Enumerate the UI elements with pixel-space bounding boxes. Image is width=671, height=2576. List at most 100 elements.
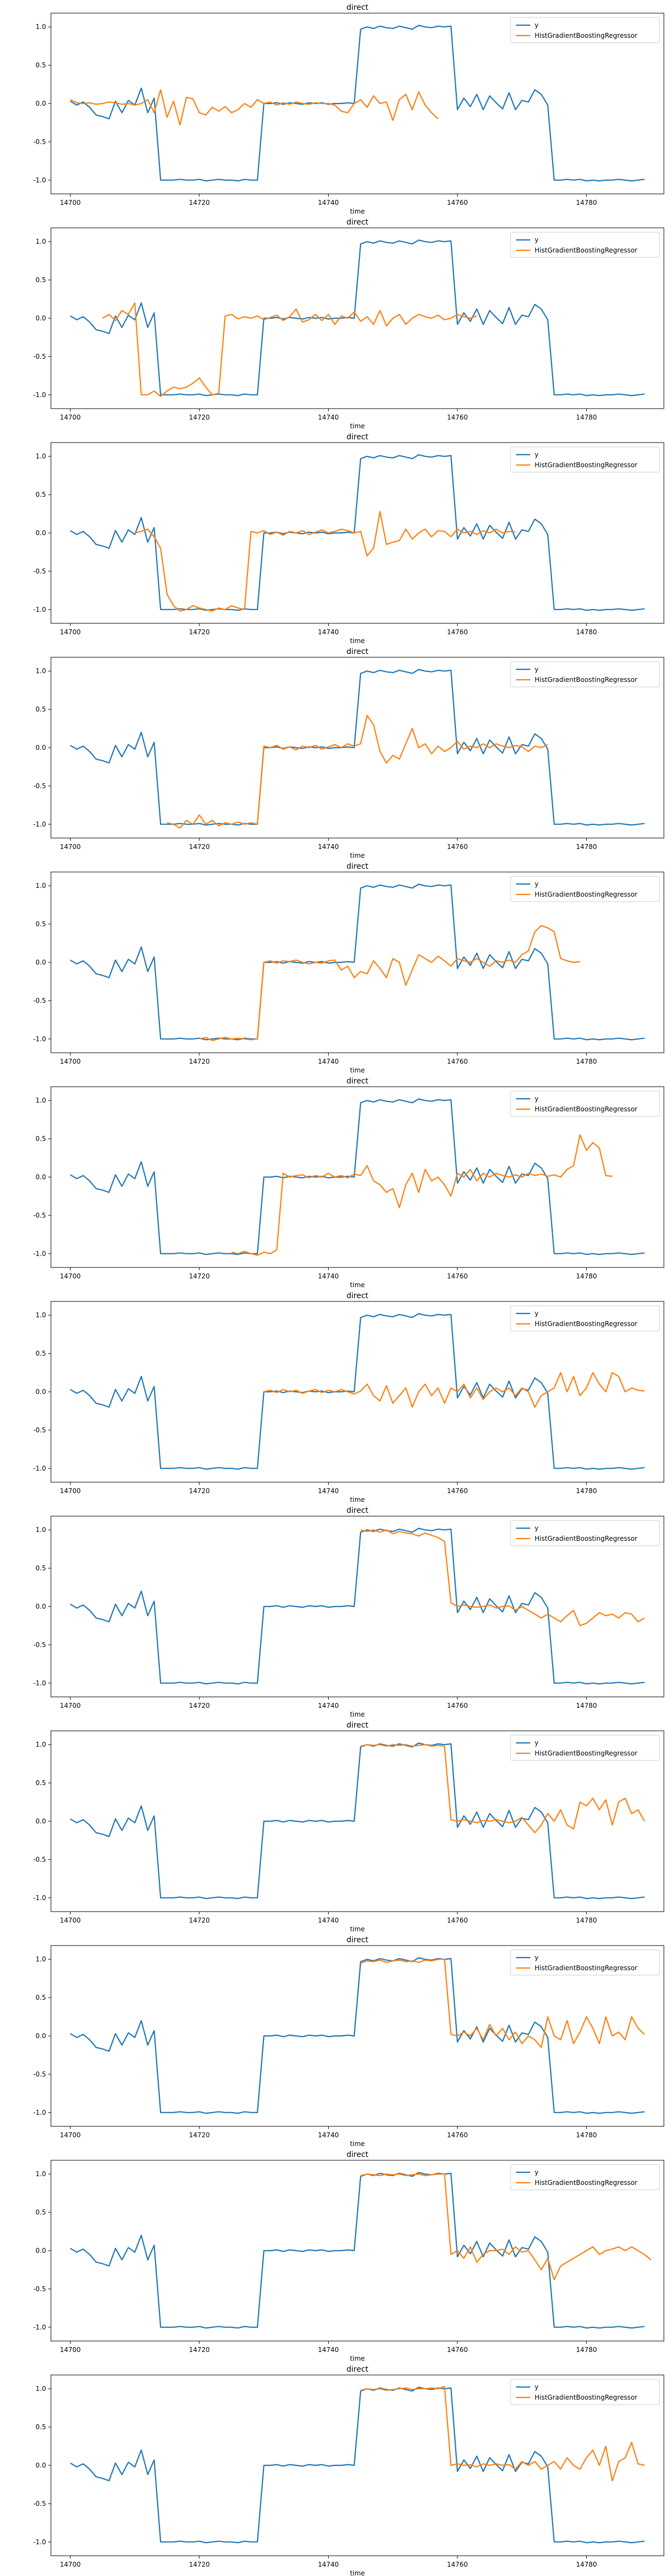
x-tick-label: 14720 — [189, 199, 210, 206]
legend: y HistGradientBoostingRegressor — [510, 1949, 660, 1976]
y-tick-label: -0.5 — [33, 2070, 46, 2078]
x-tick-label: 14760 — [447, 199, 468, 206]
legend-label: y — [535, 1524, 538, 1532]
y-tick-label: 0.5 — [36, 61, 46, 69]
x-tick-label: 14700 — [60, 2561, 81, 2568]
legend: y HistGradientBoostingRegressor — [510, 2379, 660, 2405]
x-tick-label: 14740 — [318, 2131, 339, 2139]
legend-box — [510, 446, 660, 473]
x-axis-label: time — [350, 2140, 365, 2148]
series-line-y — [70, 883, 645, 1041]
y-tick-label: 0.0 — [36, 2032, 46, 2040]
legend-label: y — [535, 880, 538, 888]
legend-label: y — [535, 1739, 538, 1747]
x-tick-label: 14760 — [447, 2346, 468, 2354]
y-tick-label: -0.5 — [33, 138, 46, 146]
legend-label: HistGradientBoostingRegressor — [535, 32, 638, 39]
y-tick-label: -1.0 — [33, 1679, 46, 1687]
subplot-title: direct — [346, 647, 369, 656]
series-line-y — [70, 1957, 645, 2114]
legend-box — [510, 1520, 660, 1546]
y-tick-label: 1.0 — [36, 238, 46, 245]
y-tick-label: 0.0 — [36, 314, 46, 322]
subplot-3: direct 14700 14720 14740 14760 14780 -1.0 -0.5 0… — [33, 433, 664, 645]
subplot-title: direct — [346, 218, 369, 227]
y-tick-label: 1.0 — [36, 452, 46, 460]
y-tick-label: 0.5 — [36, 920, 46, 928]
legend-label: HistGradientBoostingRegressor — [535, 1105, 638, 1113]
legend-label: y — [535, 665, 538, 673]
y-tick-label: 1.0 — [36, 1955, 46, 1963]
subplot-title: direct — [346, 1721, 369, 1730]
subplot-5: direct 14700 14720 14740 14760 14780 -1.0 -0.5 0… — [33, 862, 664, 1074]
x-tick-label: 14700 — [60, 843, 81, 851]
y-tick-label: -1.0 — [33, 2538, 46, 2546]
subplot-title: direct — [346, 2150, 369, 2159]
y-tick-label: -0.5 — [33, 1641, 46, 1649]
series-line-y — [70, 669, 645, 826]
y-tick-label: 0.0 — [36, 529, 46, 537]
y-tick-label: 1.0 — [36, 1741, 46, 1748]
y-tick-label: -1.0 — [33, 176, 46, 184]
subplot-title: direct — [346, 1077, 369, 1086]
legend-box — [510, 876, 660, 902]
x-tick-label: 14760 — [447, 628, 468, 636]
x-tick-label: 14760 — [447, 1702, 468, 1709]
x-tick-label: 14780 — [576, 2346, 597, 2354]
x-tick-label: 14780 — [576, 2131, 597, 2139]
y-tick-label: -1.0 — [33, 1894, 46, 1902]
y-tick-label: 0.0 — [36, 2247, 46, 2254]
legend-label: HistGradientBoostingRegressor — [535, 2394, 638, 2401]
y-tick-label: 0.0 — [36, 1603, 46, 1610]
legend: y HistGradientBoostingRegressor — [510, 1520, 660, 1546]
x-tick-label: 14720 — [189, 1702, 210, 1709]
series-line-prediction — [134, 510, 516, 612]
legend-box — [510, 232, 660, 258]
x-axis-label: time — [350, 1496, 365, 1504]
y-tick-label: 1.0 — [36, 23, 46, 31]
legend: y HistGradientBoostingRegressor — [510, 232, 660, 258]
x-tick-label: 14720 — [189, 1272, 210, 1280]
x-tick-label: 14780 — [576, 1272, 597, 1280]
legend-box — [510, 2379, 660, 2405]
y-tick-label: -1.0 — [33, 1250, 46, 1258]
legend-box — [510, 1949, 660, 1976]
y-tick-label: -0.5 — [33, 1856, 46, 1863]
legend: y HistGradientBoostingRegressor — [510, 1305, 660, 1332]
series-line-prediction — [360, 1959, 645, 2049]
x-tick-label: 14780 — [576, 843, 597, 851]
x-tick-label: 14720 — [189, 2561, 210, 2568]
x-tick-label: 14720 — [189, 628, 210, 636]
legend-box — [510, 2164, 660, 2190]
y-tick-label: -0.5 — [33, 997, 46, 1005]
x-tick-label: 14760 — [447, 1058, 468, 1065]
x-tick-label: 14740 — [318, 1917, 339, 1924]
y-tick-label: 0.0 — [36, 100, 46, 107]
y-tick-label: 1.0 — [36, 1526, 46, 1534]
x-tick-label: 14740 — [318, 628, 339, 636]
subplot-title: direct — [346, 433, 369, 441]
subplot-12: direct 14700 14720 14740 14760 14780 -1.0 -0.5 0… — [33, 2365, 664, 2576]
y-tick-label: 0.5 — [36, 2208, 46, 2216]
y-tick-label: -1.0 — [33, 2323, 46, 2331]
x-tick-label: 14780 — [576, 1917, 597, 1924]
x-tick-label: 14700 — [60, 2346, 81, 2354]
y-tick-label: 0.0 — [36, 2462, 46, 2469]
legend-label: HistGradientBoostingRegressor — [535, 461, 638, 469]
subplot-7: direct 14700 14720 14740 14760 14780 -1.0 -0.5 0… — [33, 1292, 664, 1504]
x-tick-label: 14740 — [318, 2346, 339, 2354]
x-tick-label: 14780 — [576, 199, 597, 206]
legend-label: y — [535, 1095, 538, 1103]
x-tick-label: 14740 — [318, 843, 339, 851]
legend-label: y — [535, 2383, 538, 2391]
x-tick-label: 14720 — [189, 1487, 210, 1495]
series-line-y — [70, 25, 645, 182]
series-line-prediction — [263, 1372, 645, 1408]
subplot-title: direct — [346, 1506, 369, 1515]
y-tick-label: -1.0 — [33, 821, 46, 828]
x-tick-label: 14740 — [318, 199, 339, 206]
x-tick-label: 14700 — [60, 199, 81, 206]
x-tick-label: 14760 — [447, 2561, 468, 2568]
subplot-11: direct 14700 14720 14740 14760 14780 -1.0 -0.5 0… — [33, 2150, 664, 2362]
y-tick-label: 0.5 — [36, 1779, 46, 1787]
